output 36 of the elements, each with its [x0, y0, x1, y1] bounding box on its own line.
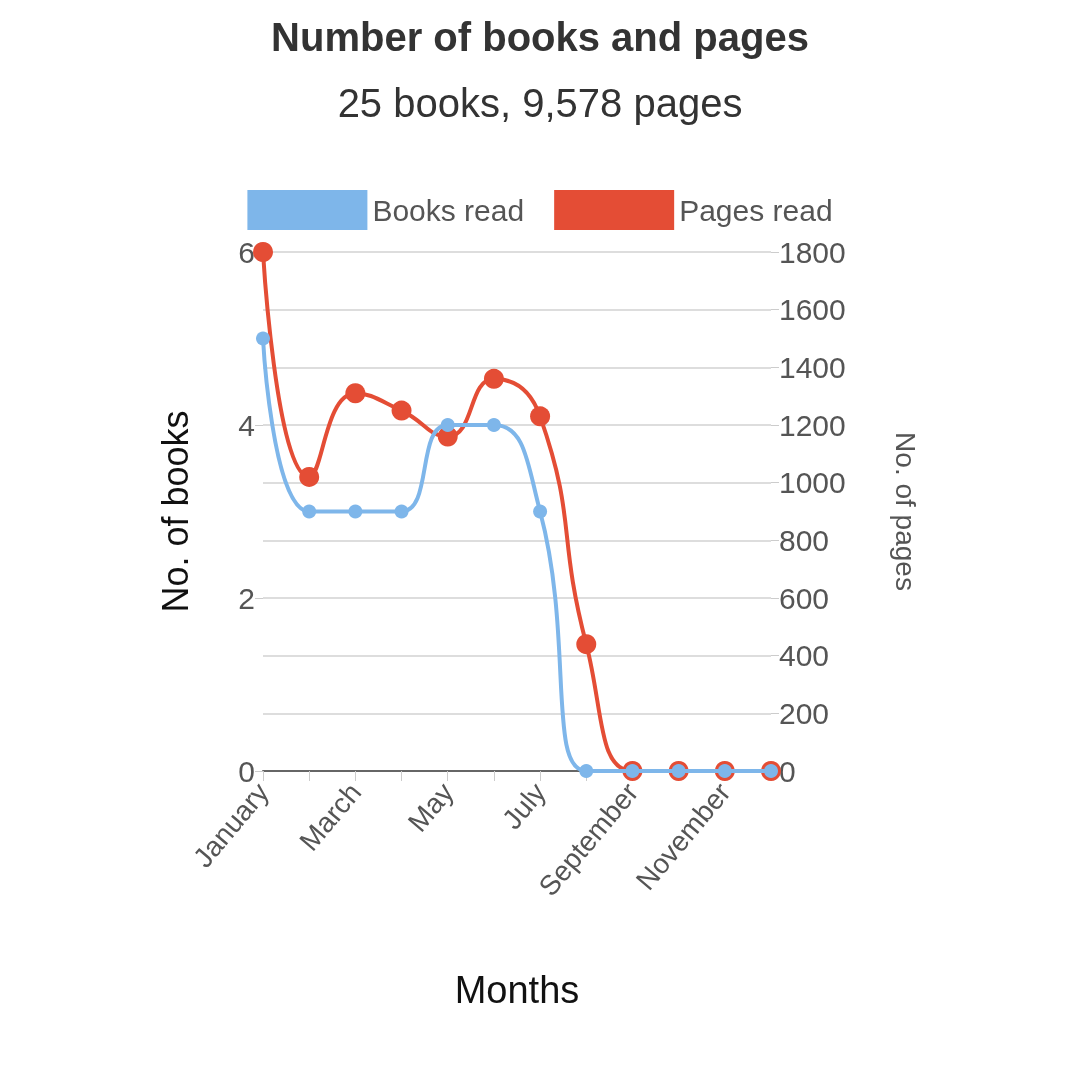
point: [391, 400, 412, 421]
y-tick-label: 4: [238, 408, 255, 442]
point: [579, 764, 594, 778]
y-axis-title: No. of books: [154, 410, 196, 613]
y2-axis-title: No. of pages: [889, 432, 921, 591]
y-tick-label: 2: [238, 581, 255, 615]
point: [483, 368, 504, 389]
point: [345, 383, 366, 404]
point: [302, 504, 317, 519]
y2-tick-label: 1400: [779, 350, 846, 384]
y2-tick-label: 0: [779, 754, 796, 788]
point: [348, 504, 363, 519]
point: [256, 331, 270, 346]
point: [440, 418, 455, 432]
point: [394, 504, 409, 519]
y2-tick-label: 400: [779, 639, 830, 673]
point: [486, 418, 501, 432]
point: [253, 242, 273, 262]
y2-tick-label: 1600: [779, 293, 846, 327]
y2-tick-label: 600: [779, 581, 830, 615]
y2-tick-label: 1000: [779, 466, 846, 500]
point: [533, 504, 548, 519]
x-axis-title: Months: [454, 969, 580, 1011]
y2-tick-label: 800: [779, 523, 830, 557]
y2-tick-label: 200: [779, 696, 830, 730]
y2-tick-label: 1200: [779, 408, 846, 442]
y-tick-label: 6: [238, 235, 255, 269]
point: [530, 406, 551, 427]
legend-label: Books read: [372, 193, 525, 227]
point: [576, 634, 597, 655]
chart-title: Number of books and pages: [271, 15, 809, 59]
legend-label: Pages read: [679, 193, 833, 227]
point: [299, 466, 320, 487]
y2-tick-label: 1800: [779, 235, 846, 269]
y-tick-label: 0: [238, 754, 255, 788]
chart-subtitle: 25 books, 9,578 pages: [337, 81, 743, 125]
